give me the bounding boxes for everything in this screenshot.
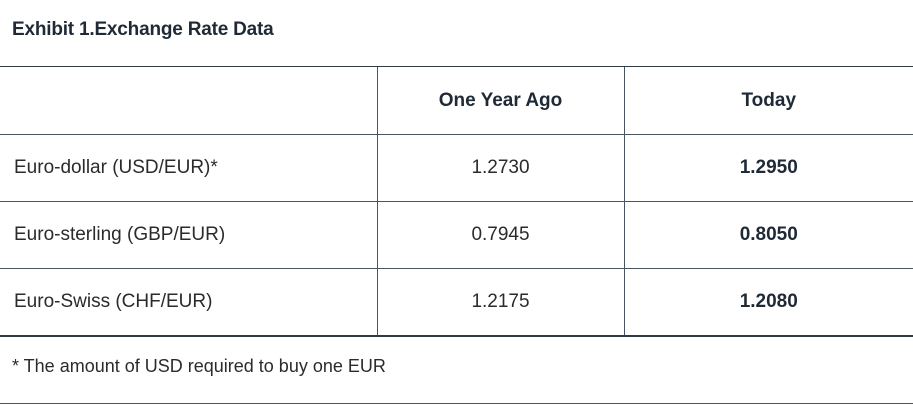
header-empty-cell <box>0 66 377 135</box>
table-row: Euro-Swiss (CHF/EUR) 1.2175 1.2080 <box>0 268 913 337</box>
table-row: Euro-dollar (USD/EUR)* 1.2730 1.2950 <box>0 134 913 202</box>
today-value: 1.2950 <box>623 134 913 202</box>
one-year-ago-value: 1.2730 <box>376 134 624 202</box>
one-year-ago-value: 0.7945 <box>376 201 624 269</box>
table-row: Euro-sterling (GBP/EUR) 0.7945 0.8050 <box>0 201 913 269</box>
row-label: Euro-sterling (GBP/EUR) <box>0 201 377 269</box>
today-value: 0.8050 <box>623 201 913 269</box>
table-header-row: One Year Ago Today <box>0 66 913 135</box>
header-one-year-ago: One Year Ago <box>376 66 624 135</box>
footnote-divider <box>0 403 913 404</box>
row-label: Euro-Swiss (CHF/EUR) <box>0 268 377 337</box>
exhibit-title: Exhibit 1.Exchange Rate Data <box>12 19 274 40</box>
today-value: 1.2080 <box>623 268 913 337</box>
one-year-ago-value: 1.2175 <box>376 268 624 337</box>
row-label: Euro-dollar (USD/EUR)* <box>0 134 377 202</box>
exchange-rate-table: One Year Ago Today Euro-dollar (USD/EUR)… <box>0 66 913 337</box>
header-today: Today <box>623 66 913 135</box>
footnote: * The amount of USD required to buy one … <box>12 356 386 376</box>
